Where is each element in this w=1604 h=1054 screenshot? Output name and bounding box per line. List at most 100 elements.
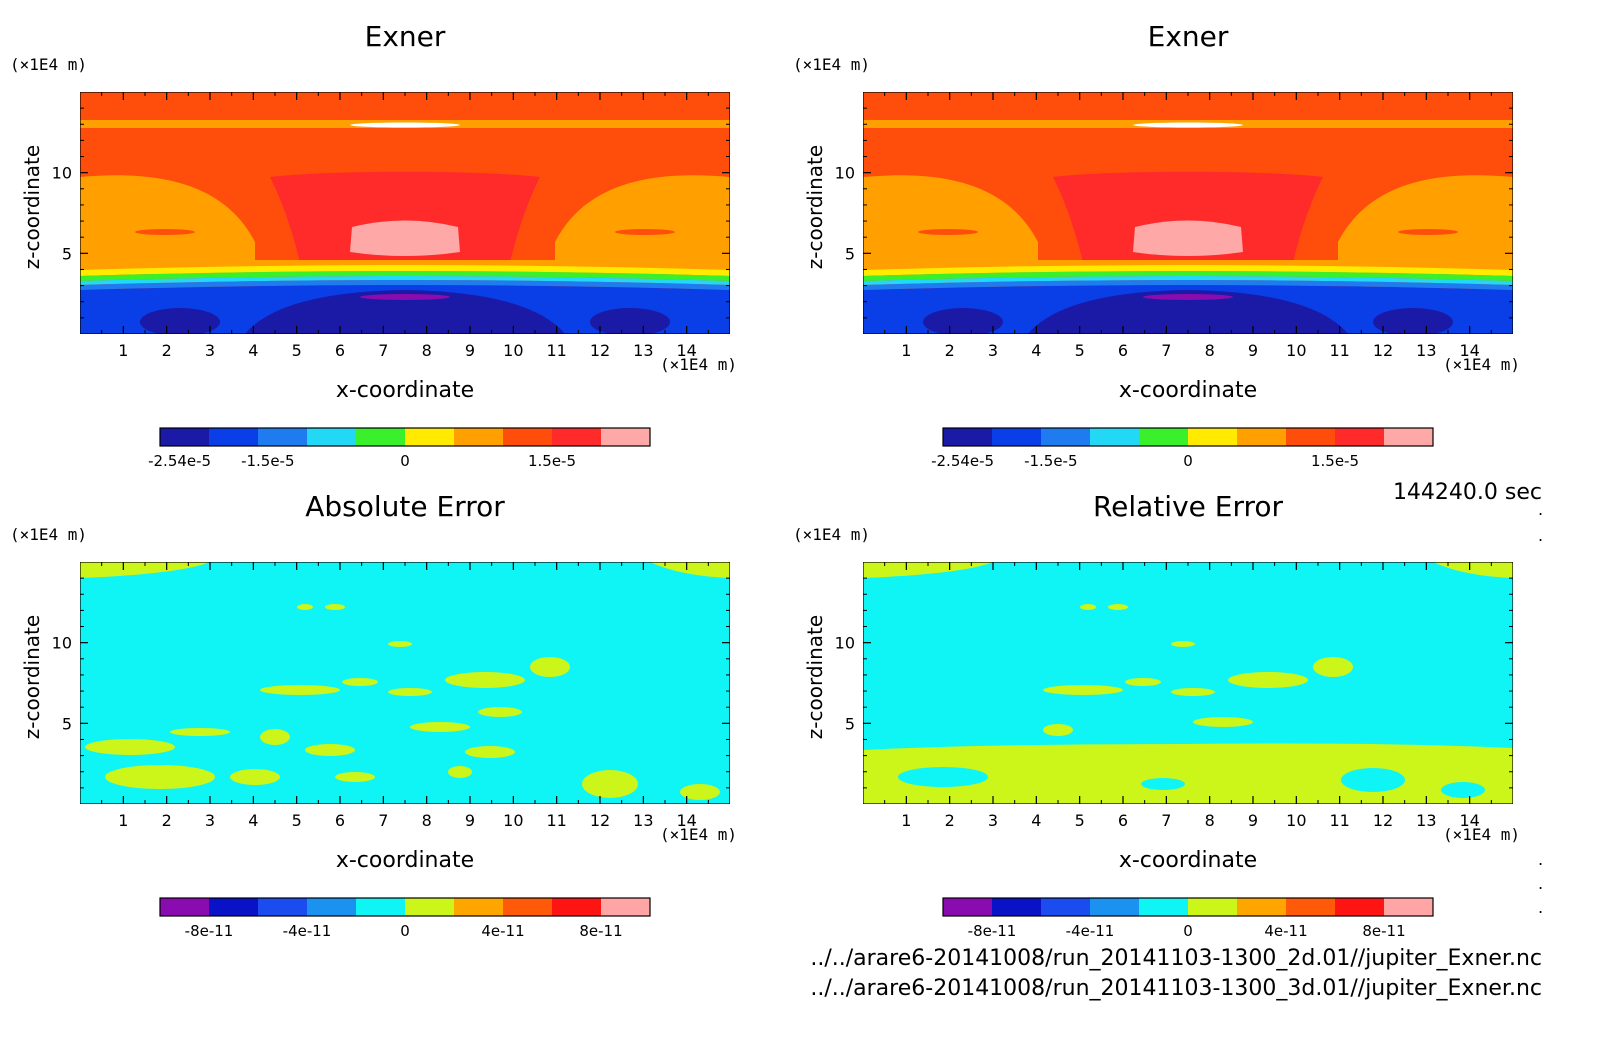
colorbar: -8e-11 -4e-11 0 4e-11 8e-11 bbox=[942, 897, 1434, 940]
x-tick-label: 7 bbox=[378, 811, 388, 830]
colorbar-tick-label: -8e-11 bbox=[185, 922, 234, 940]
x-tick-label: 9 bbox=[465, 341, 475, 360]
colorbar-tick-label: 4e-11 bbox=[481, 922, 524, 940]
x-axis-label: x-coordinate bbox=[1118, 848, 1258, 873]
colorbar-swatch bbox=[601, 428, 651, 446]
colorbar-swatch bbox=[356, 898, 406, 916]
x-tick-label: 14 bbox=[1459, 811, 1479, 830]
colorbar-swatch bbox=[552, 898, 602, 916]
colorbar-swatch bbox=[503, 898, 553, 916]
y-tick-label: 10 bbox=[835, 634, 855, 653]
colorbar-swatch bbox=[160, 428, 210, 446]
x-tick-label: 13 bbox=[633, 811, 653, 830]
colorbar-swatch bbox=[1384, 898, 1434, 916]
colorbar-swatch bbox=[209, 898, 259, 916]
file-path-3d: ../../arare6-20141008/run_20141103-1300_… bbox=[810, 976, 1542, 1001]
x-tick-label: 13 bbox=[633, 341, 653, 360]
x-tick-label: 5 bbox=[1075, 811, 1085, 830]
colorbar-swatch bbox=[1041, 898, 1091, 916]
x-tick-label: 4 bbox=[1031, 811, 1041, 830]
colorbar-swatch bbox=[503, 428, 553, 446]
colorbar-tick-label: 1.5e-5 bbox=[528, 452, 576, 470]
colorbar-tick-label: 1.5e-5 bbox=[1311, 452, 1359, 470]
colorbar-swatch bbox=[1188, 898, 1238, 916]
x-tick-label: 8 bbox=[1205, 341, 1215, 360]
colorbar-swatch bbox=[307, 898, 357, 916]
colorbar: -8e-11 -4e-11 0 4e-11 8e-11 bbox=[159, 897, 651, 940]
colorbar-swatch bbox=[552, 428, 602, 446]
x-tick-label: 13 bbox=[1416, 341, 1436, 360]
colorbar-tick-label: -2.54e-5 bbox=[931, 452, 994, 470]
x-tick-label: 4 bbox=[248, 811, 258, 830]
x-unit-label: (×1E4 m) bbox=[1443, 825, 1521, 844]
colorbar-swatch bbox=[454, 428, 504, 446]
x-unit-label: (×1E4 m) bbox=[660, 355, 738, 374]
colorbar-frame bbox=[942, 427, 1434, 447]
colorbar-tick-label: 0 bbox=[1183, 922, 1193, 940]
error-field bbox=[80, 562, 730, 804]
colorbar-swatch bbox=[1188, 428, 1238, 446]
colorbar-swatch bbox=[992, 428, 1042, 446]
plot-area bbox=[80, 92, 730, 334]
x-tick-label: 12 bbox=[1373, 811, 1393, 830]
x-tick-label: 7 bbox=[1161, 811, 1171, 830]
x-tick-label: 1 bbox=[118, 341, 128, 360]
colorbar-swatch bbox=[1139, 428, 1189, 446]
y-tick-label: 10 bbox=[52, 634, 72, 653]
colorbar-swatch bbox=[1090, 428, 1140, 446]
x-tick-label: 8 bbox=[422, 811, 432, 830]
colorbar-swatch bbox=[1286, 898, 1336, 916]
colorbar-swatch bbox=[307, 428, 357, 446]
colorbar-swatch bbox=[1139, 898, 1189, 916]
colorbar-tick-label: 4e-11 bbox=[1264, 922, 1307, 940]
colorbar-tick-label: -4e-11 bbox=[283, 922, 332, 940]
plot-area bbox=[863, 562, 1513, 804]
x-tick-label: 14 bbox=[676, 811, 696, 830]
ellipsis-dot: . bbox=[1538, 898, 1544, 917]
x-tick-label: 9 bbox=[1248, 341, 1258, 360]
y-tick-label: 5 bbox=[845, 244, 855, 263]
colorbar-swatch bbox=[1041, 428, 1091, 446]
colorbar-tick-label: 0 bbox=[1183, 452, 1193, 470]
y-tick-label: 5 bbox=[62, 714, 72, 733]
colorbar-swatch bbox=[601, 898, 651, 916]
colorbar-swatch bbox=[943, 898, 993, 916]
colorbar-swatch bbox=[1335, 428, 1385, 446]
exner-field bbox=[80, 92, 730, 334]
x-unit-label: (×1E4 m) bbox=[660, 825, 738, 844]
colorbar-swatch bbox=[1335, 898, 1385, 916]
y-unit-label: (×1E4 m) bbox=[10, 55, 88, 74]
x-tick-label: 5 bbox=[1075, 341, 1085, 360]
x-tick-label: 12 bbox=[1373, 341, 1393, 360]
y-unit-label: (×1E4 m) bbox=[10, 525, 88, 544]
panel-absolute-error: Absolute Error (×1E4 m) z-coordinate bbox=[0, 470, 780, 940]
colorbar-swatch bbox=[454, 898, 504, 916]
colorbar-tick-label: 0 bbox=[400, 452, 410, 470]
chart-title: Relative Error bbox=[1092, 490, 1284, 523]
colorbar-swatch bbox=[405, 898, 455, 916]
plot-area bbox=[80, 562, 730, 804]
time-label: 144240.0 sec bbox=[1392, 480, 1542, 505]
x-tick-label: 6 bbox=[1118, 811, 1128, 830]
x-tick-label: 11 bbox=[546, 341, 566, 360]
plot-area bbox=[863, 92, 1513, 334]
colorbar-tick-label: -2.54e-5 bbox=[148, 452, 211, 470]
colorbar-swatch bbox=[1237, 898, 1287, 916]
x-tick-label: 7 bbox=[1161, 341, 1171, 360]
x-tick-label: 12 bbox=[590, 341, 610, 360]
x-tick-label: 14 bbox=[676, 341, 696, 360]
file-path-2d: ../../arare6-20141008/run_20141103-1300_… bbox=[810, 946, 1542, 971]
y-unit-label: (×1E4 m) bbox=[793, 55, 871, 74]
colorbar-swatch bbox=[943, 428, 993, 446]
x-tick-label: 12 bbox=[590, 811, 610, 830]
colorbar-swatch bbox=[405, 428, 455, 446]
colorbar-tick-label: -1.5e-5 bbox=[1024, 452, 1077, 470]
colorbar-swatch bbox=[258, 428, 308, 446]
colorbar-swatch bbox=[1090, 898, 1140, 916]
colorbar-frame bbox=[942, 897, 1434, 917]
x-tick-label: 1 bbox=[901, 811, 911, 830]
